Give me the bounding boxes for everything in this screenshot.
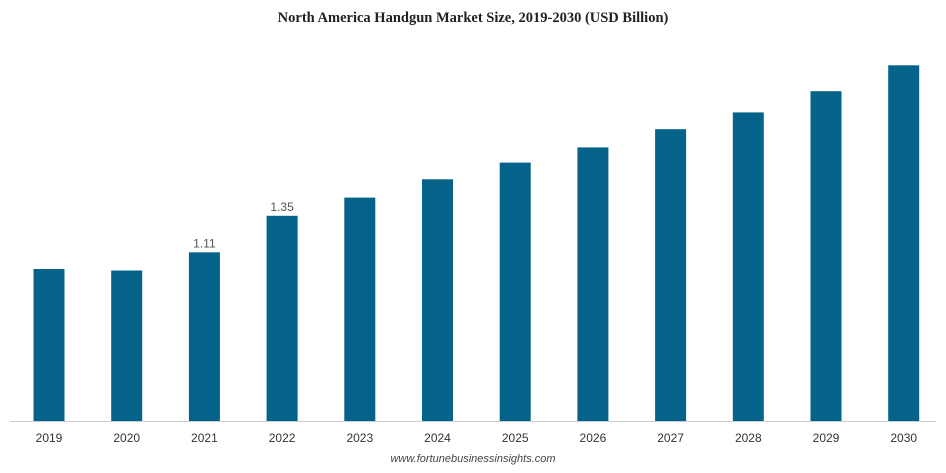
- data-label-2022: 1.35: [270, 200, 294, 214]
- bar-2023: [344, 197, 376, 421]
- x-tick-label-2029: 2029: [813, 431, 840, 445]
- bars-group: [33, 65, 920, 422]
- x-tick-label-2026: 2026: [580, 431, 607, 445]
- x-tick-label-2023: 2023: [346, 431, 373, 445]
- bar-2028: [732, 112, 764, 422]
- x-tick-label-2030: 2030: [890, 431, 917, 445]
- chart-title: North America Handgun Market Size, 2019-…: [277, 10, 669, 26]
- x-tick-label-2025: 2025: [502, 431, 529, 445]
- x-tick-label-2020: 2020: [113, 431, 140, 445]
- source-credit: www.fortunebusinessinsights.com: [390, 453, 556, 465]
- bar-2030: [888, 65, 920, 422]
- x-tick-label-2027: 2027: [657, 431, 684, 445]
- x-tick-label-2021: 2021: [191, 431, 218, 445]
- x-tick-label-2024: 2024: [424, 431, 451, 445]
- x-tick-label-2028: 2028: [735, 431, 762, 445]
- bar-2024: [422, 179, 453, 421]
- bar-2029: [810, 91, 842, 421]
- bar-2022: [266, 215, 298, 421]
- x-tick-label-2022: 2022: [269, 431, 296, 445]
- bar-2027: [655, 129, 687, 421]
- x-tick-label-2019: 2019: [36, 431, 63, 445]
- bar-2019: [33, 269, 65, 421]
- data-label-2021: 1.11: [193, 236, 216, 250]
- bar-2021: [188, 252, 220, 421]
- x-tick-labels-group: 2019 2020 2021 2022 2023 2024 2025 2026 2027 2028…: [36, 431, 918, 445]
- data-labels-group: 1.11 1.35: [193, 200, 294, 251]
- bar-2020: [111, 270, 143, 421]
- bar-2026: [577, 147, 609, 421]
- bar-2025: [499, 162, 531, 421]
